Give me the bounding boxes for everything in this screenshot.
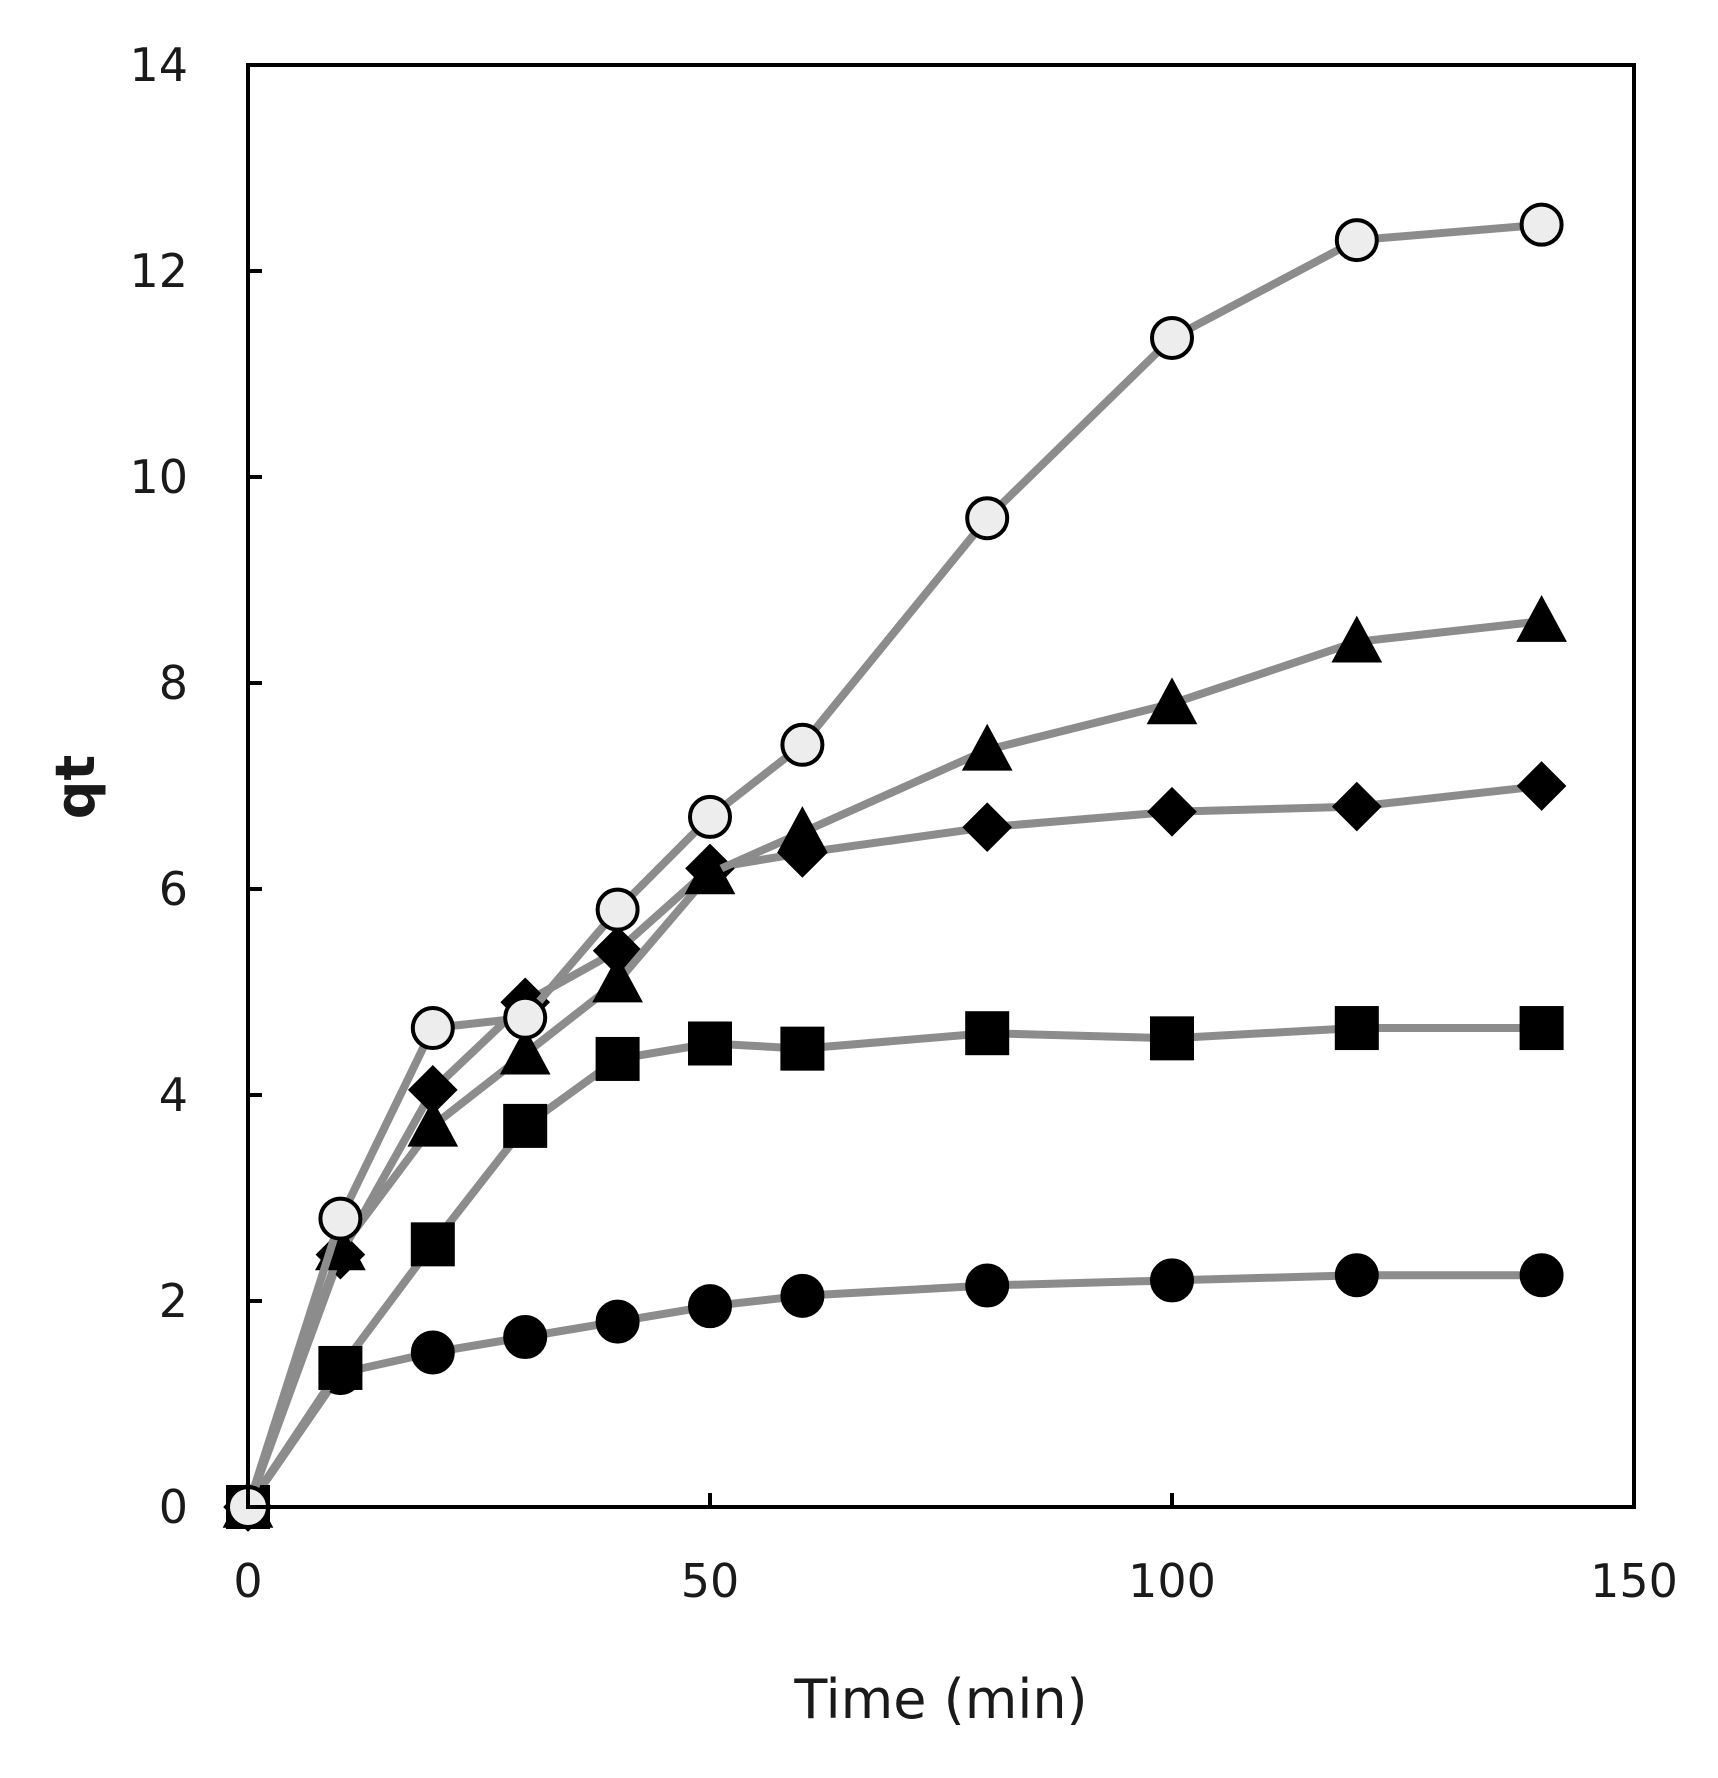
data-point-filled-circle [780, 1273, 825, 1318]
data-point-filled-triangle [407, 1099, 459, 1147]
series-line-filled-circle [244, 1271, 1546, 1511]
data-point-filled-square [503, 1103, 548, 1148]
data-point-filled-circle [1334, 1253, 1379, 1298]
data-point-filled-square [1150, 1016, 1194, 1061]
data-point-filled-circle [1519, 1253, 1564, 1298]
data-point-filled-diamond [1331, 781, 1382, 832]
series-open-circle [226, 202, 1564, 1529]
data-point-open-circle [1334, 218, 1379, 263]
series-filled-circle [226, 1253, 1564, 1529]
data-point-filled-diamond [1147, 786, 1197, 837]
data-point-filled-triangle [777, 806, 828, 854]
data-point-filled-circle [965, 1263, 1010, 1308]
series-line-filled-triangle [244, 617, 1546, 1511]
tick-labels: 0 50 100 150 0 2 4 6 8 10 12 14 [129, 38, 1677, 1608]
data-point-open-circle [688, 794, 732, 839]
y-tick-label: 4 [159, 1068, 188, 1122]
series-layer [222, 202, 1567, 1532]
data-point-open-circle [595, 887, 640, 932]
data-point-filled-triangle [499, 1027, 551, 1075]
data-point-filled-square [1519, 1006, 1564, 1051]
x-tick-label: 150 [1590, 1554, 1678, 1608]
y-axis-title: qt [44, 755, 107, 819]
data-point-open-circle [780, 722, 825, 767]
data-point-filled-square [595, 1036, 640, 1081]
y-tick-label: 2 [159, 1274, 188, 1328]
plot-frame [246, 63, 1636, 1509]
x-tick-label: 0 [233, 1554, 262, 1608]
y-tick-label: 8 [159, 656, 188, 710]
y-tick-label: 12 [129, 244, 188, 298]
data-point-open-circle [318, 1196, 363, 1241]
data-point-filled-triangle [1516, 594, 1567, 642]
data-point-open-circle [1150, 315, 1194, 360]
x-tick-label: 50 [681, 1554, 740, 1608]
data-point-open-circle [1519, 202, 1564, 247]
data-point-filled-square [318, 1345, 363, 1390]
data-point-filled-triangle [1331, 615, 1383, 663]
x-axis-title: Time (min) [793, 1668, 1087, 1731]
data-point-filled-square [688, 1021, 732, 1066]
data-point-filled-diamond [1516, 761, 1567, 811]
data-point-filled-circle [410, 1330, 455, 1375]
data-point-filled-circle [1150, 1258, 1194, 1303]
data-point-open-circle [410, 1006, 455, 1051]
data-point-filled-circle [595, 1299, 640, 1344]
data-point-filled-square [1334, 1006, 1379, 1051]
data-point-filled-square [410, 1222, 455, 1267]
y-tick-label: 0 [159, 1480, 188, 1534]
data-point-filled-triangle [1146, 677, 1198, 725]
series-filled-triangle [222, 594, 1567, 1528]
y-tick-label: 10 [129, 450, 188, 504]
data-point-filled-triangle [684, 847, 736, 895]
data-point-filled-triangle [961, 723, 1013, 771]
data-point-filled-circle [688, 1284, 732, 1329]
series-line-open-circle [244, 220, 1546, 1511]
data-point-open-circle [503, 995, 548, 1040]
data-point-filled-triangle [592, 955, 643, 1003]
data-point-filled-diamond [962, 802, 1013, 853]
y-tick-label: 6 [159, 862, 188, 916]
x-tick-label: 100 [1128, 1554, 1216, 1608]
data-point-filled-circle [503, 1315, 548, 1360]
data-point-open-circle [965, 496, 1010, 541]
data-point-filled-square [965, 1011, 1010, 1056]
data-point-filled-square [780, 1026, 825, 1071]
y-tick-label: 14 [129, 38, 188, 92]
